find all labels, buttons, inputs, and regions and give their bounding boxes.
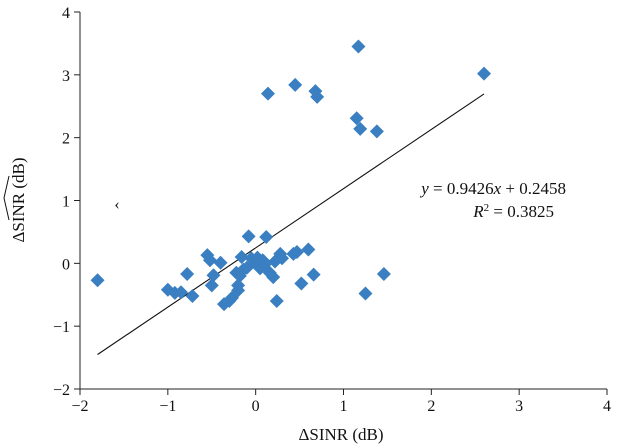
data-point xyxy=(213,255,228,270)
trendline xyxy=(97,93,485,355)
x-axis-title: ΔSINR (dB) xyxy=(298,425,383,444)
data-point xyxy=(310,89,325,104)
data-point xyxy=(260,86,275,101)
stray-mark: ‹ xyxy=(114,196,119,213)
data-point xyxy=(200,248,215,263)
data-point xyxy=(294,276,309,291)
axes xyxy=(79,12,607,390)
y-tick-label: 0 xyxy=(62,256,70,273)
y-tick-label: 2 xyxy=(62,131,70,148)
x-tick-label: 3 xyxy=(515,398,523,415)
y-ticks: −2 −1 0 1 2 3 4 xyxy=(53,5,80,399)
data-point xyxy=(90,273,105,288)
x-tick-label: 1 xyxy=(340,398,348,415)
y-tick-label: −1 xyxy=(53,319,70,336)
r-squared-annotation: R2 = 0.3825 xyxy=(472,202,554,221)
data-point xyxy=(204,278,219,293)
x-tick-label: −2 xyxy=(71,398,88,415)
data-point xyxy=(259,229,274,244)
y-axis-title-group: ΔSINR (dB) xyxy=(3,157,28,243)
data-point xyxy=(369,124,384,139)
data-point xyxy=(376,267,391,282)
x-tick-label: 2 xyxy=(427,398,435,415)
y-tick-label: −2 xyxy=(53,382,70,399)
data-point xyxy=(241,229,256,244)
data-point xyxy=(477,66,492,81)
data-point xyxy=(206,268,221,283)
data-point xyxy=(275,251,290,266)
data-point xyxy=(351,39,366,54)
x-tick-label: −1 xyxy=(159,398,176,415)
data-points xyxy=(90,39,492,312)
data-point xyxy=(231,283,246,298)
y-tick-label: 4 xyxy=(62,5,70,22)
y-axis-title-hat xyxy=(3,175,10,221)
x-tick-label: 4 xyxy=(603,398,611,415)
y-tick-label: 3 xyxy=(62,68,70,85)
data-point xyxy=(234,250,249,265)
data-point xyxy=(289,245,304,260)
y-tick-label: 1 xyxy=(62,194,70,211)
data-point xyxy=(288,77,303,92)
x-ticks: −2 −1 0 1 2 3 4 xyxy=(71,389,611,415)
equation-annotation: y = 0.9426x + 0.2458 xyxy=(419,179,566,198)
x-tick-label: 0 xyxy=(252,398,260,415)
data-point xyxy=(353,121,368,136)
data-point xyxy=(202,253,217,268)
data-point xyxy=(349,111,364,126)
y-axis-title: ΔSINR (dB) xyxy=(9,157,28,242)
data-point xyxy=(358,286,373,301)
data-point xyxy=(301,242,316,257)
data-point xyxy=(180,267,195,282)
data-point xyxy=(306,267,321,282)
data-point xyxy=(269,294,284,309)
data-point xyxy=(266,270,281,285)
data-point xyxy=(174,285,189,300)
data-point xyxy=(185,289,200,304)
